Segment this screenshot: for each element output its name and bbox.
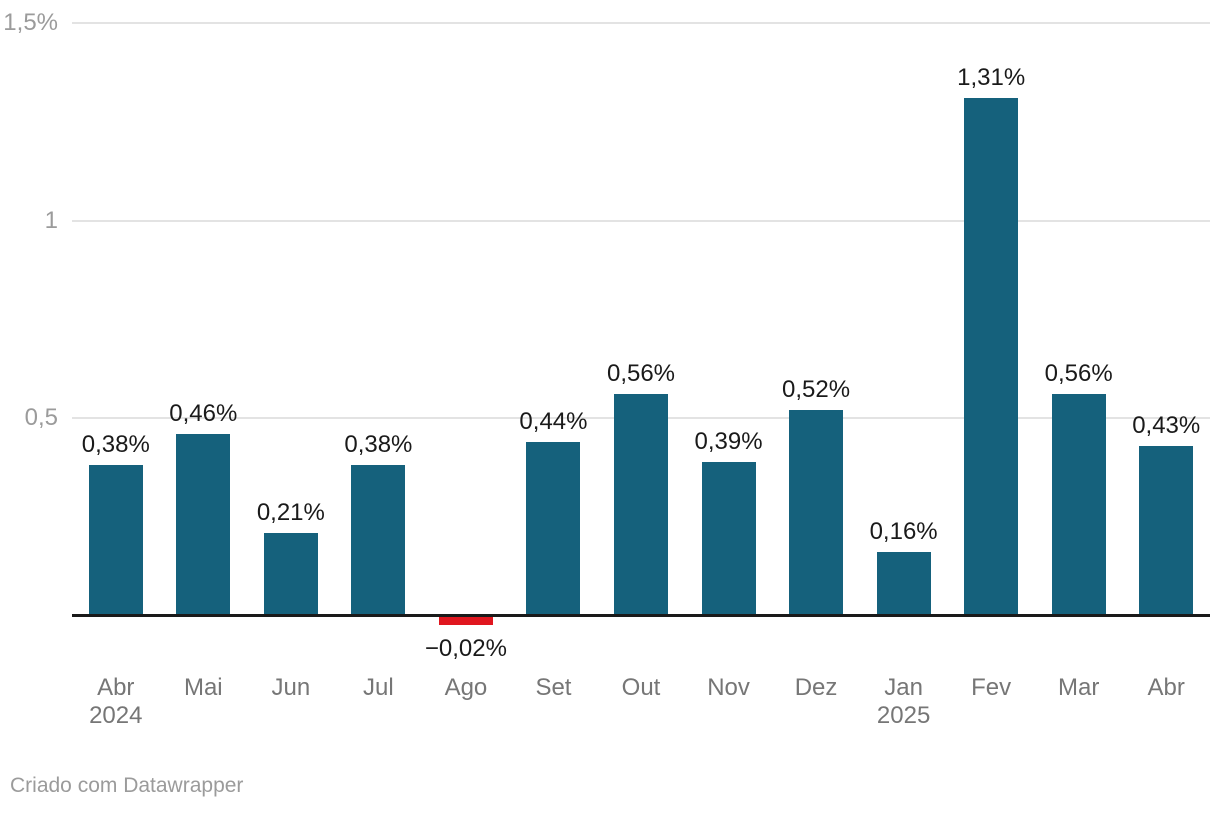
x-axis-label-month: Fev [971,674,1012,701]
x-axis-label: Abr 2024 [36,674,196,730]
bar [176,433,231,616]
x-axis-label: Set [473,674,633,702]
bar [438,617,493,625]
datawrapper-credit-link[interactable]: Criado com Datawrapper [10,774,244,797]
x-axis-label: Out [561,674,721,702]
bar-value-label: 0,56% [1044,360,1113,388]
bar [88,465,143,616]
bar-value-label: 0,46% [169,399,238,427]
bar [1051,394,1106,616]
x-axis-label: Jul [298,674,458,702]
x-axis-label: Dez [736,674,896,702]
bar-value-label: 0,38% [344,431,413,459]
bar-value-label: 0,16% [869,518,938,546]
x-axis-label-month: Mai [183,674,223,701]
y-axis-label: 0,5 [24,404,58,432]
x-axis-label: Nov [649,674,809,702]
bar [1139,445,1194,616]
bar-value-label: 0,52% [782,376,851,404]
chart-footer: Criado com Datawrapper [10,773,243,799]
x-axis-label: Mai [123,674,283,702]
x-axis-label-year: 2024 [89,702,143,729]
bar [614,394,668,616]
x-axis-label-month: Nov [707,674,750,701]
bar [789,410,844,616]
bar-value-label: 0,44% [519,407,588,435]
bar [964,98,1019,616]
x-axis-label-month: Abr [1147,674,1185,701]
bar-chart-plot: 0,5 1 1,5% 0,38% Abr 2024 0,46% Mai 0,21% Jun 0,38… [3,9,1220,730]
x-axis-label: Mar [999,674,1159,702]
x-axis-label: Fev [911,674,1071,702]
x-axis-label-month: Jan [884,674,923,701]
bar-value-label: 0,56% [606,360,676,388]
x-axis-label-month: Ago [444,674,488,701]
bar [876,552,931,616]
y-axis-label: 1,5% [3,9,58,37]
x-axis-line [72,614,1210,617]
bar [351,465,406,616]
bar-value-label: 1,31% [957,64,1026,92]
bar-value-label: 0,21% [256,498,325,526]
x-axis-label: Ago [386,674,546,702]
x-axis-label-month: Jul [363,674,394,701]
bar [701,461,756,616]
x-axis-label: Abr [1086,674,1220,702]
bar-value-label: 0,43% [1132,411,1201,439]
gridline [72,219,1210,222]
x-axis-label: Jan 2025 [824,674,984,730]
bar-value-label: 0,38% [81,431,150,459]
x-axis-label-month: Out [621,674,661,701]
y-axis-label: 1 [44,206,58,234]
gridline [72,22,1210,25]
x-axis-label: Jun [211,674,371,702]
x-axis-label-month: Mar [1058,674,1100,701]
x-axis-label-month: Jun [271,674,311,701]
bar [526,441,581,616]
x-axis-label-year: 2025 [876,702,931,729]
x-axis-label-month: Set [535,674,572,701]
bar [263,532,318,616]
x-axis-label-month: Abr [97,674,135,701]
x-axis-label-month: Dez [794,674,838,701]
bar-value-label: 0,39% [694,427,763,455]
bar-value-label: −0,02% [424,634,507,662]
